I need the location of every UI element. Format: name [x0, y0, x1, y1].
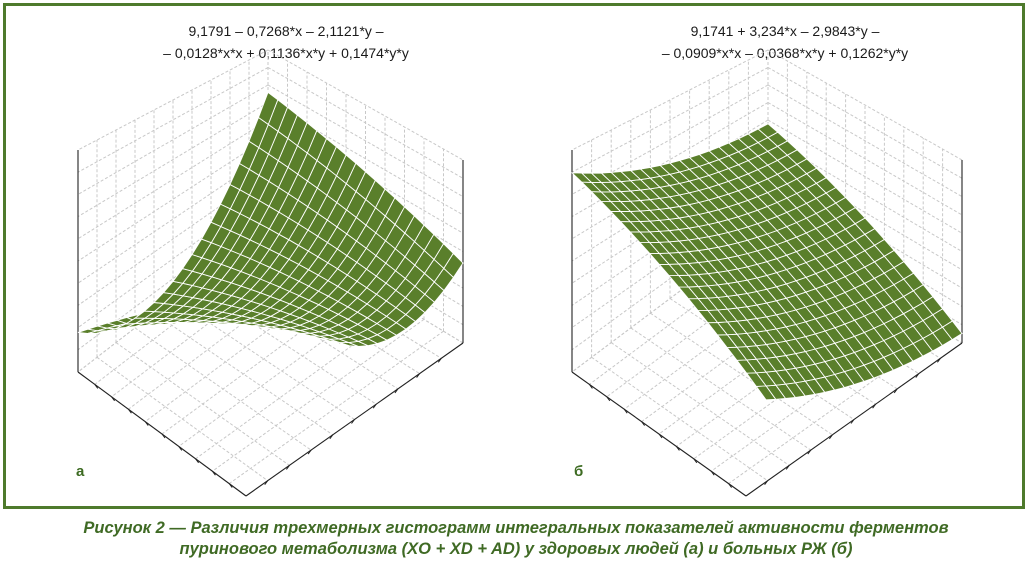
axis-tick — [676, 446, 680, 451]
grid-line — [571, 67, 769, 173]
axis-tick — [228, 483, 233, 488]
figure-caption: Рисунок 2 — Различия трехмерных гистогра… — [0, 518, 1032, 560]
grid-line — [710, 318, 924, 472]
grid-line — [115, 342, 290, 466]
axis-tick — [785, 465, 790, 470]
grid-line — [96, 356, 268, 482]
equation-b-line1: 9,1741 + 3,234*x – 2,9843*y – — [690, 23, 880, 39]
axis-tick — [307, 449, 312, 455]
axis-tick — [937, 357, 941, 363]
panel-label-a: а — [76, 463, 85, 480]
grid-line — [571, 119, 769, 240]
axis-tick — [693, 458, 698, 464]
axis-tick — [161, 433, 166, 439]
grid-line — [630, 327, 812, 451]
surface-plot-b — [570, 49, 963, 497]
grid-line — [77, 49, 269, 151]
grid-line — [77, 154, 269, 284]
grid-line — [571, 49, 769, 151]
grid-line — [591, 356, 768, 482]
grid-line — [767, 119, 963, 234]
axis-tick — [127, 408, 132, 414]
grid-line — [77, 137, 269, 262]
axis-tick — [416, 373, 421, 378]
grid-line — [650, 312, 833, 436]
grid-line — [77, 84, 269, 195]
grid-line — [267, 67, 464, 179]
axis-tick — [437, 357, 442, 363]
axis-tick — [211, 470, 216, 476]
grid-line — [267, 84, 464, 198]
equation-b: 9,1741 + 3,234*x – 2,9843*y – – 0,0909*x… — [627, 20, 943, 64]
grid-line — [767, 49, 963, 161]
axis-tick — [394, 388, 399, 394]
grid-line — [77, 189, 269, 329]
axis-tick — [264, 480, 269, 486]
axis-tick — [94, 384, 99, 389]
grid-line — [767, 67, 963, 179]
equation-b-line2: – 0,0909*x*x – 0,0368*x*y + 0,1262*y*y — [661, 45, 909, 61]
axis-tick — [144, 421, 149, 426]
axis-tick — [623, 408, 628, 414]
axis-tick — [589, 384, 593, 389]
axis-tick — [372, 403, 377, 409]
surface-cell — [757, 123, 779, 139]
grid-line — [267, 49, 464, 161]
grid-line — [153, 312, 334, 436]
grid-line — [767, 102, 963, 216]
equation-a-line2: – 0,0128*x*x + 0,1136*x*y + 0,1474*y*y — [163, 45, 409, 61]
equation-a-line1: 9,1791 – 0,7268*x – 2,1121*y – — [188, 23, 384, 39]
axis-tick — [329, 434, 334, 440]
axis-tick — [111, 396, 115, 402]
axis-tick — [872, 403, 876, 409]
grid-line — [77, 172, 269, 306]
axis-tick — [658, 433, 663, 439]
axis-tick — [641, 421, 645, 426]
axis-tick — [351, 419, 355, 424]
grid-line — [693, 307, 905, 460]
caption-line1: Рисунок 2 — Различия трехмерных гистогра… — [83, 519, 949, 537]
grid-line — [77, 67, 269, 173]
surface-cell — [257, 91, 279, 126]
axis-tick — [764, 480, 768, 486]
grid-line — [77, 102, 269, 218]
grid-line — [610, 342, 790, 466]
axis-tick — [606, 396, 611, 402]
grid-line — [728, 330, 943, 485]
grid-line — [228, 330, 444, 485]
equation-a: 9,1791 – 0,7268*x – 2,1121*y – – 0,0128*… — [128, 20, 444, 64]
panel-label-b: б — [574, 463, 584, 480]
axis-tick — [807, 449, 812, 455]
axis-tick — [829, 434, 833, 440]
grid-line — [77, 119, 269, 240]
surface-plot-a — [77, 49, 464, 497]
axis-tick — [893, 388, 898, 394]
axis-tick — [915, 373, 920, 378]
axis-tick — [850, 419, 855, 424]
grid-line — [767, 84, 963, 198]
axis-tick — [710, 470, 715, 476]
grid-line — [212, 318, 425, 472]
grid-line — [571, 102, 769, 218]
grid-line — [571, 172, 769, 306]
axis-tick — [285, 465, 290, 470]
axis-tick — [728, 483, 732, 488]
axis-tick — [178, 446, 183, 451]
axis-tick — [195, 458, 200, 464]
caption-line2: пуринового метаболизма (XO + XD + AD) у … — [179, 540, 853, 558]
grid-line — [134, 327, 312, 451]
